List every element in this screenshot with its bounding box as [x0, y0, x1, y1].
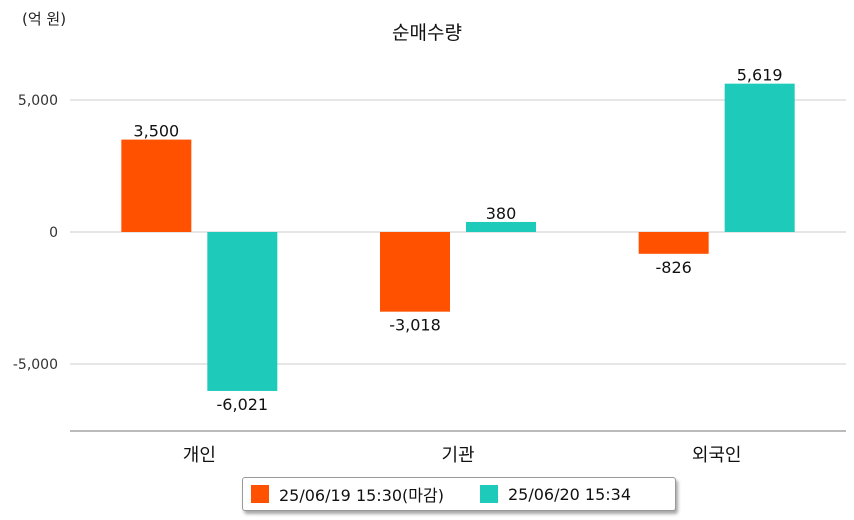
legend: 25/06/19 15:30(마감) 25/06/20 15:34: [242, 477, 676, 511]
chart-title: 순매수량: [392, 22, 462, 44]
y-tick-label: 0: [49, 225, 58, 241]
bar: [724, 83, 795, 232]
data-label: -826: [656, 258, 692, 277]
legend-swatch-series-1: [251, 485, 269, 503]
legend-label-series-2: 25/06/20 15:34: [507, 484, 632, 504]
data-label: 5,619: [737, 66, 783, 85]
legend-label-series-1: 25/06/19 15:30(마감): [279, 486, 444, 505]
bar: [121, 139, 192, 232]
bars: [121, 83, 795, 391]
legend-item-series-1[interactable]: 25/06/19 15:30(마감): [251, 482, 444, 506]
bar: [207, 232, 278, 391]
unit-label: (억 원): [22, 10, 67, 28]
legend-item-series-2[interactable]: 25/06/20 15:34: [479, 484, 632, 504]
x-tick-label: 기관: [441, 445, 474, 466]
data-label: -3,018: [389, 316, 441, 335]
y-axis: 5,000 0 -5,000: [13, 93, 58, 373]
data-label: 380: [486, 204, 517, 223]
bar: [466, 221, 536, 232]
x-tick-label: 외국인: [692, 445, 742, 466]
x-axis: 개인 기관 외국인: [70, 430, 846, 466]
bar: [638, 232, 709, 254]
data-label: -6,021: [217, 395, 269, 414]
data-label: 3,500: [133, 122, 179, 141]
y-tick-label: 5,000: [18, 93, 58, 109]
grid-lines: [70, 99, 846, 365]
x-tick-label: 개인: [183, 445, 216, 466]
y-tick-label: -5,000: [13, 357, 58, 373]
data-labels: 3,500 -6,021 -3,018 380 -826 5,619: [133, 66, 782, 414]
legend-swatch-series-2: [479, 485, 498, 503]
bar: [380, 232, 450, 312]
